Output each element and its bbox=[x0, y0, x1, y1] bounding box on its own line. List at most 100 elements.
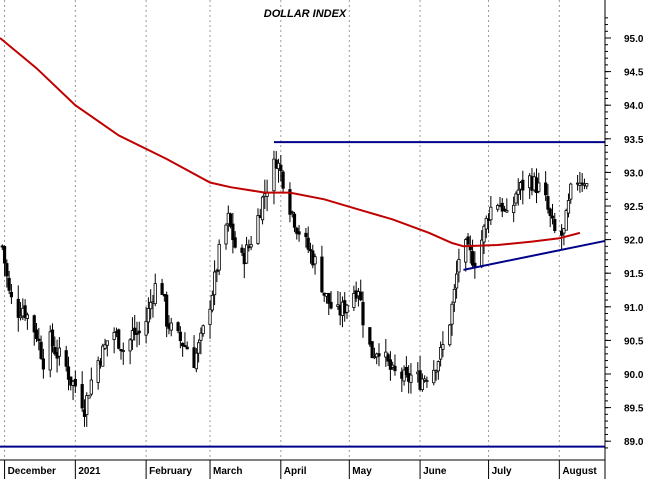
candle-body bbox=[580, 182, 584, 185]
candle-body bbox=[370, 341, 374, 359]
candle-body bbox=[146, 308, 150, 323]
candle-body bbox=[2, 246, 7, 264]
candlesticks bbox=[0, 150, 589, 427]
candle-body bbox=[249, 244, 253, 248]
candle-body bbox=[329, 301, 333, 309]
candle-body bbox=[327, 292, 331, 304]
candle-body bbox=[73, 378, 77, 387]
candle-body bbox=[130, 330, 135, 341]
candle-body bbox=[53, 347, 57, 355]
candle-body bbox=[121, 350, 125, 352]
candle-body bbox=[562, 228, 566, 234]
candle-body bbox=[240, 247, 244, 253]
candle-body bbox=[537, 182, 541, 192]
candle-body bbox=[425, 380, 429, 383]
candle-body bbox=[133, 327, 137, 335]
chart-title: DOLLAR INDEX bbox=[264, 8, 347, 20]
candle-body bbox=[66, 366, 71, 380]
candle-body bbox=[23, 305, 27, 318]
candle-body bbox=[564, 210, 568, 231]
y-tick-label: 92.0 bbox=[624, 236, 644, 247]
month-separators bbox=[4, 0, 560, 460]
candle-body bbox=[304, 232, 308, 238]
candle-body bbox=[423, 378, 427, 381]
candle-body bbox=[272, 158, 276, 192]
candle-body bbox=[295, 227, 299, 234]
x-tick-label: July bbox=[492, 466, 512, 477]
candle-body bbox=[25, 314, 29, 319]
candle-body bbox=[37, 338, 41, 342]
candle-body bbox=[34, 329, 39, 339]
candle-body bbox=[281, 171, 285, 189]
candle-body bbox=[231, 223, 235, 241]
candle-body bbox=[482, 225, 486, 243]
y-tick-label: 90.5 bbox=[624, 336, 644, 347]
x-axis-ticks: December 2021 February March April May June Jul… bbox=[4, 460, 597, 479]
candle-body bbox=[452, 288, 456, 303]
y-axis-ticks: 95.0 94.5 94.0 93.5 93.0 92.5 92.0 91.5 91.0 90.5… bbox=[605, 17, 644, 449]
candle-body bbox=[89, 379, 93, 395]
candle-body bbox=[144, 320, 148, 336]
candle-body bbox=[57, 347, 61, 357]
candle-body bbox=[7, 277, 11, 291]
candle-body bbox=[228, 213, 233, 227]
rising-support-trendline bbox=[463, 239, 606, 271]
candle-body bbox=[194, 352, 198, 370]
candle-body bbox=[516, 189, 520, 195]
candle-body bbox=[41, 358, 45, 370]
x-tick-label: 2021 bbox=[78, 466, 101, 477]
candle-body bbox=[457, 259, 461, 273]
candle-body bbox=[183, 345, 187, 347]
candle-body bbox=[50, 329, 55, 347]
candle-body bbox=[306, 237, 310, 250]
y-tick-label: 92.5 bbox=[624, 202, 644, 213]
candle-body bbox=[361, 302, 365, 326]
candle-body bbox=[409, 374, 413, 383]
candle-body bbox=[165, 294, 169, 327]
candle-body bbox=[402, 369, 406, 382]
y-tick-label: 93.0 bbox=[624, 168, 644, 179]
candle-body bbox=[464, 239, 468, 263]
y-tick-label: 94.5 bbox=[624, 68, 644, 79]
candle-body bbox=[85, 395, 89, 415]
candle-body bbox=[566, 200, 571, 214]
candle-body bbox=[480, 239, 484, 268]
candle-body bbox=[199, 332, 203, 341]
candle-body bbox=[448, 324, 452, 346]
candle-body bbox=[32, 315, 36, 333]
candle-body bbox=[208, 308, 212, 325]
candle-body bbox=[450, 303, 454, 325]
candle-body bbox=[553, 219, 557, 231]
x-tick-label: April bbox=[284, 466, 307, 477]
candle-body bbox=[87, 395, 91, 399]
candle-body bbox=[313, 256, 317, 265]
candle-body bbox=[585, 183, 589, 187]
candle-body bbox=[149, 301, 153, 310]
candle-body bbox=[9, 291, 14, 298]
candle-body bbox=[386, 354, 390, 362]
candle-body bbox=[496, 205, 500, 210]
y-tick-label: 89.0 bbox=[624, 437, 644, 448]
candle-body bbox=[484, 218, 488, 230]
y-tick-label: 95.0 bbox=[624, 34, 644, 45]
candle-body bbox=[178, 331, 182, 342]
candle-body bbox=[105, 340, 109, 346]
candle-body bbox=[500, 202, 504, 212]
y-tick-label: 89.5 bbox=[624, 404, 644, 415]
candle-body bbox=[502, 208, 507, 211]
candle-body bbox=[256, 215, 260, 244]
candle-body bbox=[201, 325, 205, 334]
candle-body bbox=[217, 243, 221, 271]
candle-body bbox=[5, 263, 9, 277]
y-tick-label: 90.0 bbox=[624, 370, 644, 381]
candle-body bbox=[320, 256, 324, 293]
candle-body bbox=[546, 196, 550, 210]
candle-body bbox=[213, 271, 217, 296]
candle-body bbox=[436, 361, 440, 372]
candle-body bbox=[103, 344, 107, 349]
candle-body bbox=[297, 231, 301, 235]
candle-body bbox=[18, 315, 23, 319]
candle-body bbox=[377, 353, 381, 357]
candle-body bbox=[197, 342, 201, 354]
